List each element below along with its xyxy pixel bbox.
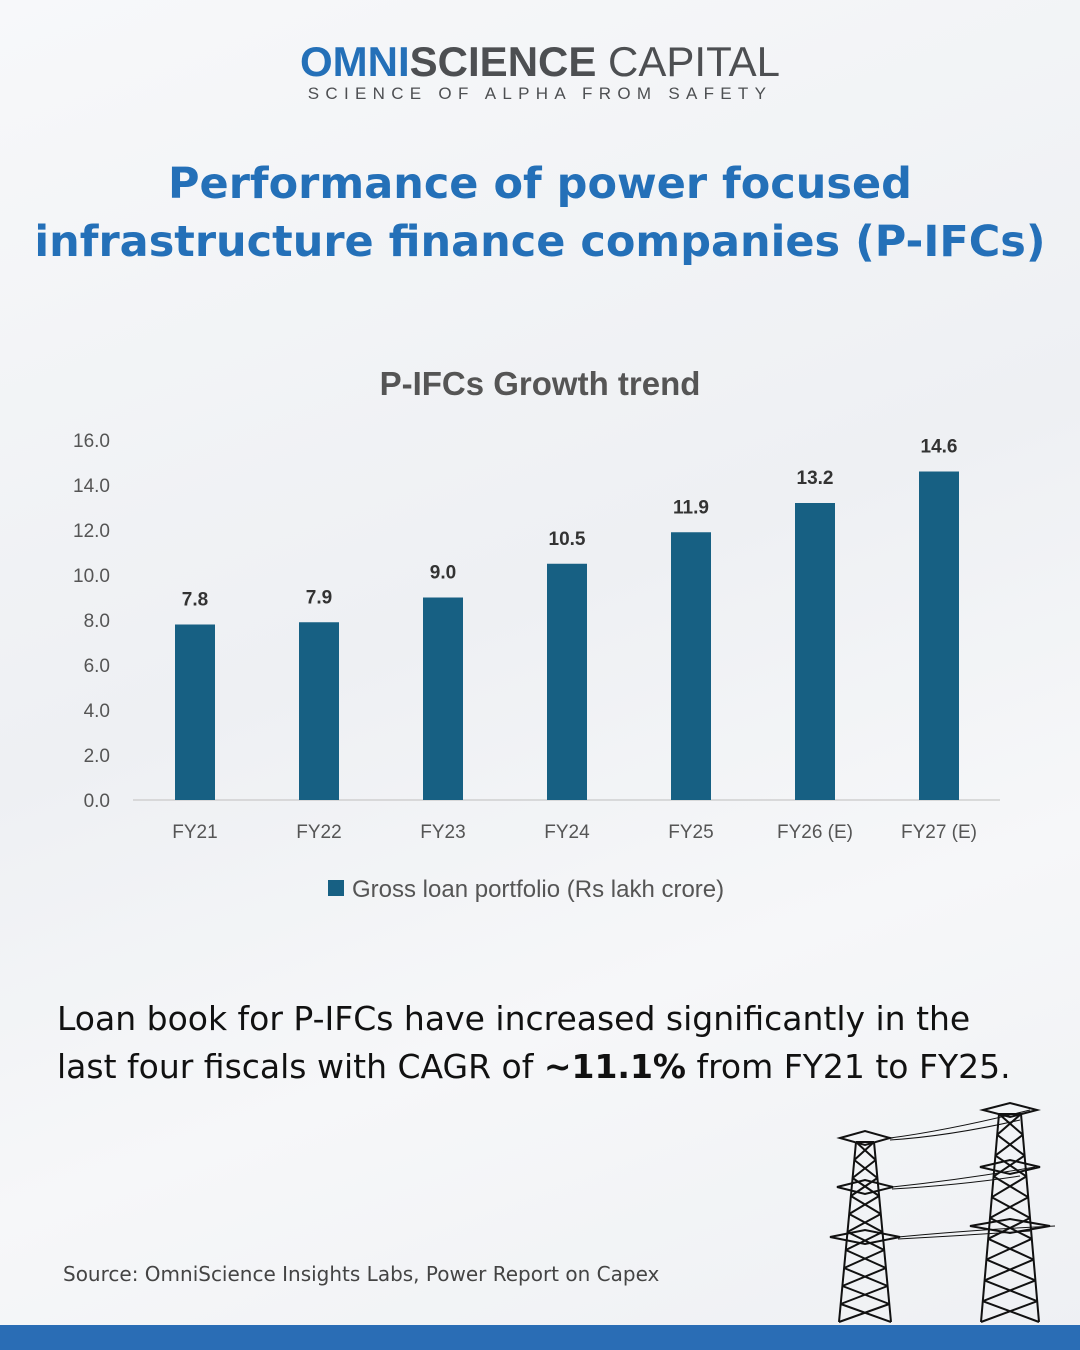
page-title: Performance of power focused infrastruct… (0, 155, 1080, 271)
data-label: 14.6 (921, 437, 958, 458)
y-tick-label: 6.0 (84, 656, 110, 677)
x-tick-label: FY21 (172, 822, 217, 843)
logo-capital: CAPITAL (596, 38, 780, 85)
x-tick-label: FY23 (420, 822, 465, 843)
logo-science: SCIENCE (409, 38, 597, 85)
summary-pre: Loan book for P-IFCs have increased sign… (57, 999, 971, 1086)
title-line-1: Performance of power focused (168, 159, 912, 209)
y-tick-label: 10.0 (73, 566, 110, 587)
cagr-highlight: ~11.1% (543, 1047, 686, 1086)
tower-arm (979, 1101, 1041, 1119)
y-tick-label: 4.0 (84, 701, 110, 722)
summary-text: Loan book for P-IFCs have increased sign… (57, 995, 1037, 1091)
x-tick-label: FY24 (544, 822, 590, 843)
y-tick-label: 2.0 (84, 746, 110, 767)
bar (175, 624, 215, 800)
bar (547, 563, 587, 800)
x-tick-label: FY22 (296, 822, 341, 843)
y-tick-label: 8.0 (84, 611, 110, 632)
logo: OMNISCIENCE CAPITAL SCIENCE OF ALPHA FRO… (0, 40, 1080, 104)
bar (299, 622, 339, 800)
legend-swatch (328, 880, 344, 896)
y-tick-label: 12.0 (73, 521, 110, 542)
logo-omni: OMNI (300, 38, 410, 85)
data-label: 7.9 (306, 587, 332, 608)
y-tick-label: 14.0 (73, 476, 110, 497)
x-tick-label: FY27 (E) (901, 822, 977, 843)
data-label: 13.2 (797, 468, 834, 489)
tower-arm (829, 1228, 901, 1246)
y-tick-label: 16.0 (73, 431, 110, 452)
footer-bar (0, 1325, 1080, 1350)
summary-post: from FY21 to FY25. (685, 1047, 1011, 1086)
power-tower-icon (829, 1101, 1056, 1323)
logo-tagline: SCIENCE OF ALPHA FROM SAFETY (307, 84, 773, 103)
y-tick-label: 0.0 (84, 791, 110, 812)
power-lines (889, 1109, 1056, 1240)
title-line-2: infrastructure finance companies (P-IFCs… (34, 217, 1046, 267)
x-tick-label: FY26 (E) (777, 822, 853, 843)
bar-chart: P-IFCs Growth trend 0.0 2.0 4.0 6.0 8.0 10.0 12… (73, 365, 1000, 903)
bar (919, 471, 959, 800)
tower-arm (969, 1217, 1051, 1235)
data-label: 11.9 (673, 497, 709, 518)
data-label: 10.5 (549, 529, 586, 550)
tower-arm (979, 1158, 1041, 1176)
source-note: Source: OmniScience Insights Labs, Power… (63, 1262, 660, 1286)
data-label: 7.8 (182, 590, 208, 611)
bar (423, 597, 463, 800)
tower-lattice (838, 1141, 892, 1323)
bar (795, 503, 835, 800)
legend-label: Gross loan portfolio (Rs lakh crore) (352, 876, 724, 903)
x-tick-label: FY25 (668, 822, 713, 843)
bar (671, 532, 711, 800)
chart-title: P-IFCs Growth trend (380, 365, 701, 402)
data-label: 9.0 (430, 563, 456, 584)
